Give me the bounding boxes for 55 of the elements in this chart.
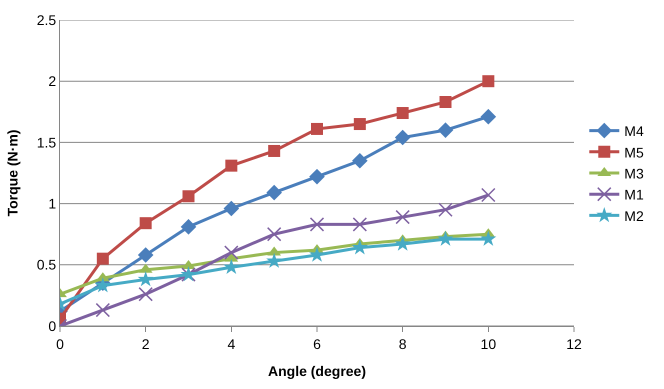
point bbox=[224, 200, 240, 216]
point bbox=[440, 96, 452, 108]
point bbox=[311, 122, 323, 135]
point bbox=[438, 122, 454, 138]
point bbox=[96, 252, 109, 265]
point bbox=[138, 286, 153, 302]
point bbox=[266, 226, 282, 242]
point bbox=[138, 271, 154, 286]
y-tick-label: 0 bbox=[48, 318, 56, 334]
point bbox=[309, 246, 325, 262]
point bbox=[140, 217, 152, 230]
point bbox=[309, 168, 325, 184]
point bbox=[138, 247, 154, 263]
point bbox=[482, 75, 494, 88]
point bbox=[268, 144, 280, 157]
point bbox=[266, 252, 282, 268]
point bbox=[394, 236, 411, 251]
y-axis-title: Torque (N·m) bbox=[4, 130, 20, 216]
y-tick-label: 0.5 bbox=[36, 256, 56, 273]
x-tick-label: 6 bbox=[313, 336, 322, 352]
y-tick-label: 1 bbox=[48, 196, 56, 212]
x-tick-label: 8 bbox=[398, 336, 407, 352]
point bbox=[352, 239, 368, 254]
point bbox=[354, 118, 366, 130]
point bbox=[352, 152, 368, 169]
point bbox=[96, 302, 110, 318]
point bbox=[395, 210, 410, 224]
point bbox=[481, 188, 496, 202]
y-tick-label: 2.5 bbox=[36, 12, 56, 28]
point bbox=[480, 230, 496, 246]
point bbox=[352, 217, 368, 232]
legend-label: M5 bbox=[624, 144, 644, 160]
point bbox=[310, 217, 324, 232]
point bbox=[182, 190, 194, 202]
x-tick-label: 4 bbox=[227, 336, 236, 352]
legend-label: M3 bbox=[624, 165, 644, 182]
y-tick-label: 1.5 bbox=[36, 134, 56, 150]
point bbox=[180, 219, 196, 235]
point bbox=[438, 230, 454, 246]
x-axis-title: Angle (degree) bbox=[268, 363, 366, 380]
x-tick-label: 2 bbox=[142, 336, 150, 352]
point bbox=[266, 184, 282, 200]
x-tick-label: 10 bbox=[480, 336, 496, 352]
point bbox=[480, 108, 496, 124]
point bbox=[396, 107, 409, 120]
point bbox=[438, 202, 453, 217]
point bbox=[394, 130, 410, 146]
legend-label: M4 bbox=[624, 123, 644, 140]
y-tick-label: 2 bbox=[48, 73, 56, 90]
legend-label: M1 bbox=[624, 186, 644, 203]
point bbox=[223, 258, 240, 274]
legend-label: M2 bbox=[624, 208, 644, 224]
point bbox=[225, 160, 238, 172]
point bbox=[224, 245, 239, 260]
x-tick-label: 12 bbox=[566, 336, 582, 352]
